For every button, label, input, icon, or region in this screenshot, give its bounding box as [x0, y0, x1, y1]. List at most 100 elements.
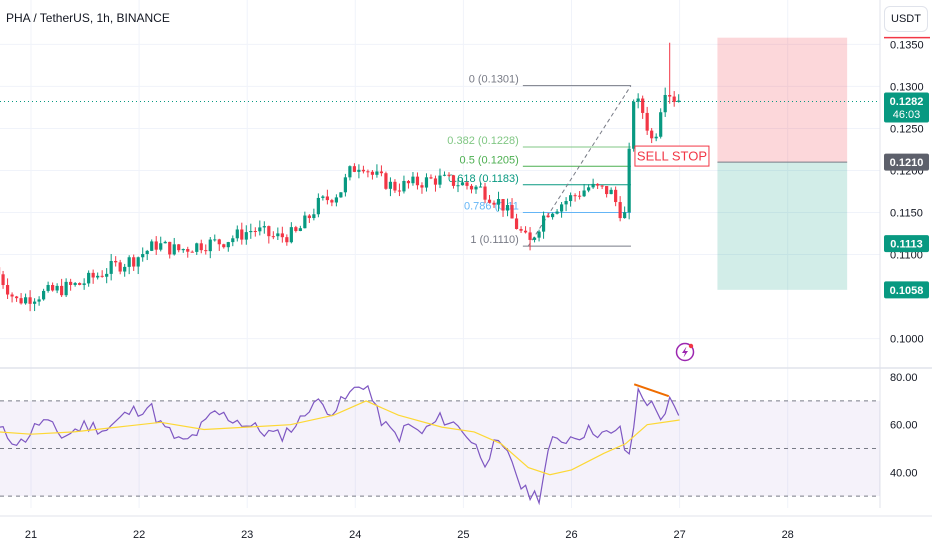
candle-body — [514, 218, 519, 230]
candle-body — [114, 260, 118, 263]
candle-body — [204, 250, 208, 252]
rsi-line — [0, 384, 680, 506]
candle-body — [231, 238, 235, 243]
candle-body — [298, 228, 302, 232]
price-tick-label: 0.1100 — [890, 250, 923, 262]
candle-body — [96, 275, 100, 278]
candle-body — [249, 230, 253, 233]
candle-body — [609, 189, 613, 195]
sell-stop-box[interactable] — [634, 145, 710, 167]
candle-body — [541, 215, 546, 232]
candle-body — [456, 185, 460, 187]
fib-level-label: 0.5 (0.1205) — [460, 154, 519, 166]
candle-body — [469, 185, 474, 190]
candle-body — [14, 296, 19, 299]
candle-body — [141, 254, 145, 258]
price-tick-label: 0.1250 — [890, 123, 924, 135]
candle-body — [100, 275, 104, 277]
candle-body — [460, 182, 465, 186]
candle-body — [235, 229, 239, 239]
candle-body — [217, 239, 221, 245]
candle-body — [632, 101, 636, 149]
candle-body — [190, 251, 194, 253]
candle-body — [537, 231, 541, 238]
candle-body — [325, 196, 329, 201]
candle-body — [483, 186, 487, 200]
candle-body — [285, 237, 289, 243]
candle-body — [677, 100, 681, 102]
price-badge-label: 0.1282 — [890, 96, 924, 108]
short-position-tool[interactable] — [0, 37, 880, 290]
candle-body — [429, 177, 433, 179]
candle-body — [564, 201, 568, 205]
candle-body — [546, 215, 550, 218]
candle-body — [154, 241, 158, 250]
candle-body — [91, 272, 95, 278]
candle-body — [600, 185, 604, 187]
candle-body — [163, 241, 167, 244]
candle-body — [321, 196, 325, 198]
candle-body — [276, 233, 280, 237]
rsi-divergence-line[interactable] — [633, 383, 670, 398]
sell-stop-label: SELL STOP — [637, 149, 707, 164]
fib-level-label: 0.382 (0.1228) — [447, 135, 519, 147]
candle-body — [487, 199, 492, 203]
candle-body — [433, 178, 438, 185]
fib-level-label: 1 (0.1110) — [470, 234, 519, 246]
fib-trend-line — [527, 85, 632, 247]
take-profit-zone[interactable] — [717, 162, 848, 290]
candle-body — [659, 112, 663, 137]
time-tick-label: 24 — [349, 529, 361, 541]
candle-body — [496, 198, 501, 205]
time-tick-label: 26 — [565, 529, 577, 541]
candle-body — [406, 180, 411, 184]
candle-body — [5, 285, 10, 295]
fib-level-label: 0 (0.1301) — [469, 74, 519, 86]
fib-retracement[interactable]: 0 (0.1301) 0.382 (0.1228) 0.5 (0.1205) 0.61… — [447, 74, 632, 247]
price-tick-label: 0.1000 — [890, 334, 924, 346]
fib-level-label: 0.786 (0.11 — [464, 201, 519, 213]
price-badge — [884, 235, 929, 253]
candle-body — [55, 285, 59, 291]
candle-body — [105, 273, 109, 277]
time-tick-label: 22 — [133, 529, 145, 541]
price-tick-label: 0.1300 — [890, 81, 924, 93]
chart-overlays: SELL STOP — [634, 145, 710, 362]
currency-button[interactable]: USDT — [884, 6, 928, 32]
candle-body — [465, 182, 469, 186]
candle-body — [379, 171, 384, 174]
candle-body — [168, 241, 172, 255]
candle-body — [420, 185, 424, 188]
time-tick-label: 23 — [241, 529, 253, 541]
rsi-tick-label: 60.00 — [890, 420, 918, 432]
candle-body — [334, 197, 338, 203]
stop-loss-zone[interactable] — [717, 37, 848, 163]
candle-body — [60, 285, 64, 296]
time-tick-label: 28 — [782, 529, 794, 541]
rsi-tick-label: 40.00 — [890, 467, 918, 479]
candle-body — [289, 227, 293, 243]
candle-body — [654, 136, 658, 139]
time-tick-label: 27 — [673, 529, 685, 541]
candle-body — [388, 181, 393, 189]
candle-body — [627, 148, 631, 213]
candle-body — [109, 260, 113, 274]
candle-body — [442, 174, 447, 176]
candle-body — [46, 285, 50, 291]
candle-body — [582, 190, 586, 197]
candle-body — [555, 211, 559, 214]
candle-body — [650, 130, 654, 139]
candle-body — [528, 232, 532, 240]
candle-body — [618, 202, 622, 219]
candle-body — [366, 171, 370, 173]
candle-body — [177, 244, 181, 251]
candle-body — [447, 174, 451, 176]
candle-body — [505, 205, 510, 211]
candle-body — [663, 94, 667, 113]
candle-body — [258, 227, 262, 232]
rsi-tick-label: 80.00 — [890, 372, 918, 384]
candle-body — [596, 183, 600, 186]
candle-body — [33, 301, 37, 304]
candle-body — [605, 186, 609, 195]
